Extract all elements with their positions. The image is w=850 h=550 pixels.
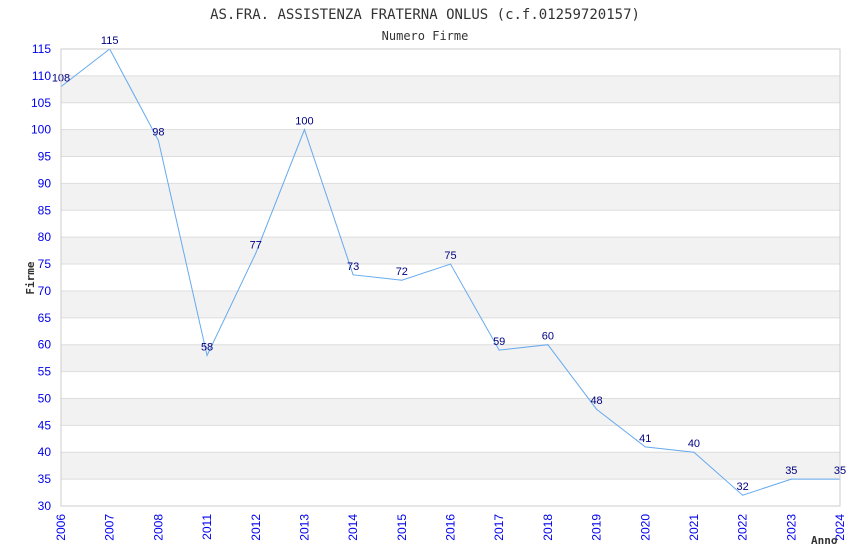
data-point (303, 129, 305, 131)
data-point (255, 252, 257, 254)
x-tick-label: 2008 (151, 514, 165, 541)
x-tick-label: 2013 (297, 514, 311, 541)
y-tick-label: 90 (38, 176, 52, 190)
data-point (401, 279, 403, 281)
y-tick-label: 70 (38, 284, 52, 298)
grid-band (61, 75, 840, 103)
data-label: 58 (201, 341, 213, 353)
grid-band (61, 398, 840, 426)
x-tick-label: 2018 (541, 514, 555, 541)
x-tick-label: 2016 (444, 514, 458, 541)
grid-band (61, 129, 840, 157)
grid-band (61, 264, 840, 291)
grid-band (61, 317, 840, 345)
data-point (352, 274, 354, 276)
data-point (206, 354, 208, 356)
data-label: 48 (590, 395, 602, 407)
grid-band (61, 344, 840, 372)
x-tick-label: 2012 (249, 514, 263, 541)
x-tick-label: 2021 (687, 514, 701, 541)
x-tick-label: 2017 (492, 514, 506, 541)
grid-band (61, 102, 840, 130)
grid-band (61, 49, 840, 76)
data-point (596, 408, 598, 410)
y-tick-label: 60 (38, 338, 52, 352)
data-label: 98 (152, 126, 164, 138)
y-tick-label: 45 (38, 418, 52, 432)
chart-title: AS.FRA. ASSISTENZA FRATERNA ONLUS (c.f.0… (210, 7, 640, 23)
data-point (498, 349, 500, 351)
x-tick-label: 2011 (200, 514, 214, 540)
y-tick-label: 35 (38, 472, 52, 486)
data-label: 60 (542, 331, 554, 343)
plot-frame (60, 48, 841, 507)
y-tick-label: 85 (38, 203, 52, 217)
y-axis-label: Firme (24, 261, 37, 294)
grid-band (61, 452, 840, 480)
chart-subtitle: Numero Firme (382, 29, 469, 43)
data-point (693, 451, 695, 453)
y-tick-label: 50 (38, 391, 52, 405)
x-tick-label: 2007 (103, 514, 117, 541)
x-tick-label: 2024 (833, 514, 847, 541)
x-tick-label: 2022 (736, 514, 750, 541)
grid-band (61, 237, 840, 265)
data-label: 41 (639, 433, 651, 445)
y-tick-label: 95 (38, 150, 52, 164)
grid-band (61, 479, 840, 506)
y-tick-label: 110 (32, 69, 51, 83)
data-point (547, 344, 549, 346)
y-tick-label: 75 (38, 257, 52, 271)
x-tick-label: 2014 (346, 514, 360, 541)
grid-band (61, 371, 840, 399)
data-point (450, 263, 451, 265)
x-tick-label: 2019 (590, 514, 604, 541)
data-label: 75 (444, 250, 456, 262)
data-label: 35 (785, 465, 797, 477)
data-label: 59 (493, 336, 505, 348)
data-point (742, 494, 744, 496)
data-label: 73 (347, 261, 359, 273)
data-label: 77 (250, 239, 262, 251)
data-label: 40 (688, 438, 700, 450)
x-axis-label: Anno (811, 534, 838, 547)
grid-band (61, 183, 840, 211)
y-tick-label: 115 (32, 42, 51, 56)
x-tick-label: 2023 (784, 514, 798, 541)
y-tick-label: 40 (38, 445, 52, 459)
grid-band (61, 290, 840, 318)
y-tick-label: 65 (38, 311, 52, 325)
data-label: 32 (737, 481, 749, 493)
x-tick-label: 2015 (395, 514, 409, 541)
y-tick-label: 105 (31, 96, 51, 110)
data-point (790, 478, 792, 480)
grid-band (61, 210, 840, 238)
data-point (157, 139, 159, 141)
grid-band (61, 156, 840, 184)
data-label: 100 (295, 116, 313, 128)
x-tick-label: 2006 (54, 514, 68, 541)
x-tick-label: 2020 (638, 514, 652, 541)
y-tick-label: 55 (38, 365, 52, 379)
data-label: 115 (101, 35, 119, 47)
data-label: 72 (396, 266, 408, 278)
y-tick-label: 100 (31, 123, 51, 137)
y-tick-label: 30 (38, 499, 52, 513)
data-point (644, 446, 646, 448)
grid-band (61, 425, 840, 453)
y-tick-label: 80 (38, 230, 52, 244)
